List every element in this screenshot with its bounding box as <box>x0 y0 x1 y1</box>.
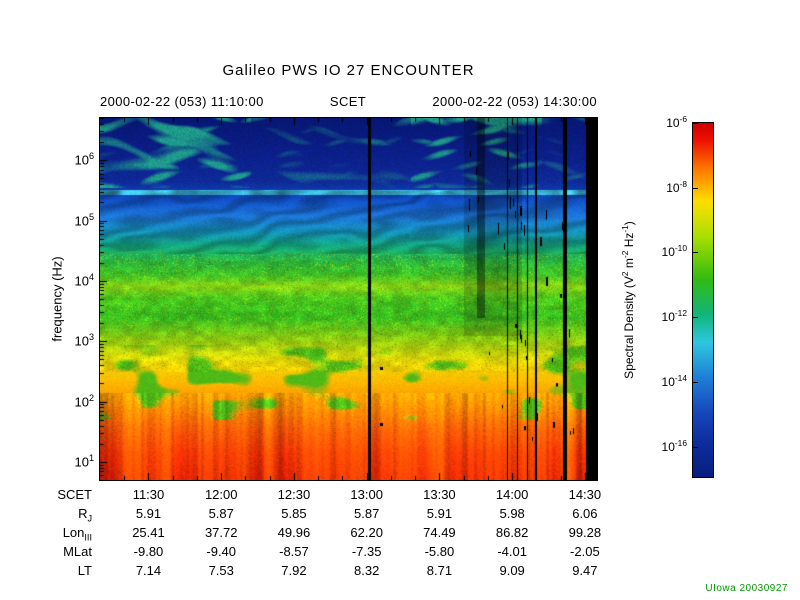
x-tick-label: 13:00 <box>350 487 383 502</box>
x-tick-label: 13:30 <box>423 487 456 502</box>
colorbar-tick-label: 10-16 <box>661 437 687 454</box>
x-tick-label: 11:30 <box>132 487 165 502</box>
scet-start-time: 2000-02-22 (053) 11:10:00 <box>100 94 264 109</box>
x-tick-label: 12:00 <box>204 487 238 502</box>
spectrogram-canvas <box>100 118 597 480</box>
ephemeris-value: 62.20 <box>350 525 383 540</box>
ephemeris-value: 5.98 <box>499 506 525 521</box>
credit-stamp: UIowa 20030927 <box>705 583 788 594</box>
ephemeris-value: -9.80 <box>133 544 164 559</box>
y-tick-label: 103 <box>74 332 94 349</box>
chart-title: Galileo PWS IO 27 ENCOUNTER <box>222 62 475 79</box>
ephemeris-row-label: MLat <box>63 544 92 559</box>
y-tick-label: 101 <box>74 452 94 470</box>
ephemeris-value: 7.92 <box>281 563 307 578</box>
ephemeris-value: 5.87 <box>354 506 380 521</box>
ephemeris-row-label: LonIII <box>62 525 92 543</box>
scet-header: 2000-02-22 (053) 11:10:00 SCET 2000-02-2… <box>100 94 597 109</box>
scet-axis-label: SCET <box>329 94 367 109</box>
x-tick-label: 14:30 <box>568 487 602 502</box>
ephemeris-value: -9.40 <box>206 544 237 559</box>
ephemeris-value: 5.91 <box>135 506 162 521</box>
ephemeris-value: 5.87 <box>208 506 234 521</box>
ephemeris-value: 49.96 <box>277 525 311 540</box>
ephemeris-row-label: RJ <box>78 506 92 524</box>
ephemeris-value: -5.80 <box>424 544 455 559</box>
colorbar-tick-mark <box>693 252 698 254</box>
ephemeris-value: 5.91 <box>426 506 453 521</box>
colorbar-tick-label: 10-8 <box>666 178 687 195</box>
ephemeris-value: 99.28 <box>568 525 602 540</box>
ephemeris-row-label: SCET <box>57 487 92 502</box>
spectrogram-frame <box>99 117 598 481</box>
ephemeris-value: -2.05 <box>570 544 600 559</box>
colorbar-tick-label: 10-10 <box>661 243 687 260</box>
ephemeris-value: 8.71 <box>426 563 453 578</box>
x-tick-label: 12:30 <box>277 487 311 502</box>
colorbar-tick-mark <box>693 187 698 189</box>
ephemeris-value: 7.14 <box>135 563 162 578</box>
colorbar-tick-label: 10-14 <box>661 372 687 389</box>
ephemeris-value: 7.53 <box>208 563 234 578</box>
ephemeris-value: 74.49 <box>423 525 456 540</box>
ephemeris-value: -4.01 <box>497 544 527 559</box>
ephemeris-row-label: LT <box>77 563 92 578</box>
ephemeris-value: 5.85 <box>281 506 307 521</box>
y-tick-label: 106 <box>74 151 94 168</box>
colorbar-tick-mark <box>693 381 698 383</box>
x-tick-label: 14:00 <box>495 487 529 502</box>
ephemeris-value: 86.82 <box>495 525 529 540</box>
y-tick-label: 104 <box>74 271 94 289</box>
ephemeris-value: 25.41 <box>132 525 165 540</box>
colorbar-label: Spectral Density (V2 m-2 Hz-1) <box>620 221 636 379</box>
colorbar-tick-mark <box>693 123 698 124</box>
ephemeris-value: -7.35 <box>351 544 382 559</box>
y-tick-label: 105 <box>74 211 94 228</box>
scet-end-time: 2000-02-22 (053) 14:30:00 <box>432 94 597 109</box>
y-axis-label: frequency (Hz) <box>49 256 65 342</box>
ephemeris-value: 8.32 <box>354 563 380 578</box>
ephemeris-value: 9.47 <box>572 563 598 578</box>
colorbar-tick-label: 10-6 <box>666 114 687 130</box>
colorbar-tick-mark <box>693 317 698 319</box>
ephemeris-value: 37.72 <box>204 525 238 540</box>
ephemeris-value: 9.09 <box>499 563 525 578</box>
ephemeris-value: -8.57 <box>279 544 309 559</box>
colorbar <box>692 122 714 478</box>
ephemeris-value: 6.06 <box>572 506 598 521</box>
y-tick-label: 102 <box>74 392 94 409</box>
colorbar-tick-label: 10-12 <box>661 308 687 325</box>
colorbar-tick-mark <box>693 446 698 448</box>
